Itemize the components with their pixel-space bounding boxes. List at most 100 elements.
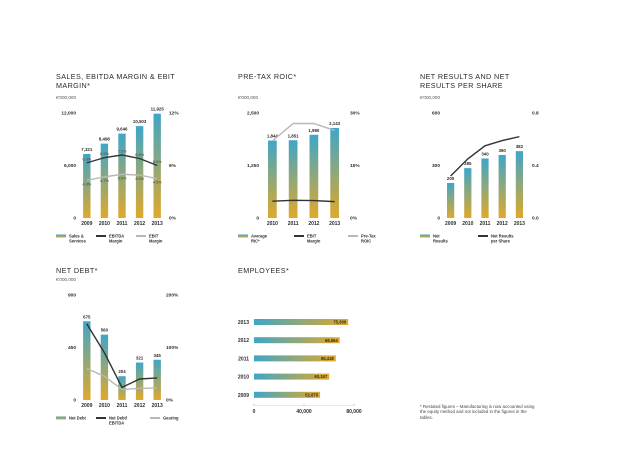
y2-tick-label: 6% [169, 163, 177, 169]
sales-chart: 0 6,000 12,000 0% 6% 12% 2009 2010 2011 2012 2013 7… [56, 107, 179, 243]
bar [288, 140, 298, 218]
y-tick-label: 1,250 [247, 163, 259, 169]
bar-value-label: 1,851 [288, 133, 300, 138]
bar-value-label: 1,844 [267, 134, 279, 139]
bar-value-label: 52,875 [305, 392, 318, 397]
series-line [86, 154, 158, 167]
y-tick-label: 2009 [238, 393, 249, 399]
bar-value-label: 9,646 [117, 127, 129, 132]
x-tick-label: 2011 [117, 403, 128, 409]
legend-swatch [56, 234, 66, 238]
y2-tick-label: 0.4 [532, 163, 539, 169]
x-tick-label: 2010 [267, 221, 278, 227]
employees-title: EMPLOYEES* [238, 266, 290, 275]
footnote: * Restated figures – Manufacturing is no… [420, 404, 535, 420]
y-tick-label: 2013 [238, 320, 249, 326]
bar [135, 126, 144, 218]
y-tick-label: 12,000 [61, 111, 76, 117]
bar [83, 153, 91, 218]
debt-unit: €'000,000 [56, 277, 77, 282]
x-tick-label: 2009 [81, 403, 92, 409]
y-tick-label: 450 [68, 345, 76, 351]
legend-label-cont: per Share [491, 238, 511, 243]
bar [464, 168, 472, 218]
x-tick-label: 2011 [117, 221, 128, 227]
bar-value-label: 382 [516, 144, 524, 149]
bar-value-label: 345 [154, 353, 162, 358]
legend-label-cont: Margin [109, 238, 123, 243]
legend-swatch [420, 234, 430, 238]
y2-tick-label: 0% [166, 398, 174, 404]
bar-value-label: 2,143 [329, 121, 341, 126]
x-tick-label: 2010 [462, 221, 473, 227]
series-line [86, 323, 158, 389]
bar [254, 337, 340, 344]
legend-swatch [478, 235, 488, 237]
legend-label-cont: Margin [149, 238, 163, 243]
bar-value-label: 7,321 [81, 147, 93, 152]
bar-value-label: 285 [464, 161, 472, 166]
sales-unit: €'000,000 [56, 95, 77, 100]
bar [100, 143, 109, 218]
legend-label: EBIT [149, 234, 159, 239]
y-tick-label: 0 [437, 216, 440, 222]
bar [481, 158, 489, 218]
results-unit: €'000,000 [420, 95, 441, 100]
x-tick-label: 2012 [134, 403, 145, 409]
line-value-label: 6.0% [153, 159, 162, 164]
line-value-label: 4.5% [153, 180, 162, 185]
bar [153, 113, 161, 218]
bar [268, 140, 277, 218]
roic-title: PRE-TAX ROIC* [238, 72, 297, 81]
line-value-label: 4.9% [135, 176, 144, 181]
legend-label: Pre-Tax [361, 234, 376, 239]
line-value-label: 4.3% [82, 181, 91, 186]
line-value-label: 6.8% [135, 152, 144, 157]
legend-label-cont: RIC* [251, 238, 260, 243]
results-chart: 0 300 600 0.0 0.4 0.8 2009 2010 2011 2012 2013 200 2… [420, 111, 539, 243]
line-value-label: 4.7% [100, 178, 109, 183]
y2-tick-label: 200% [166, 293, 179, 299]
y-tick-label: 6,000 [64, 163, 76, 169]
x-tick-label: 2010 [99, 403, 110, 409]
legend-swatch [238, 234, 248, 238]
bar-value-label: 75,300 [333, 320, 346, 325]
sales-title: SALES, EBITDA MARGIN & EBIT MARGIN* [56, 72, 175, 90]
x-tick-label: 2013 [152, 221, 163, 227]
bar [135, 362, 144, 400]
bar [309, 134, 319, 218]
y-tick-label: 300 [432, 163, 440, 169]
x-tick-label: 2011 [480, 221, 491, 227]
line-value-label: 6.9% [100, 151, 109, 156]
legend-label: EBITDA [109, 234, 124, 239]
bar [153, 359, 161, 400]
y2-tick-label: 0.8 [532, 111, 539, 117]
bar-value-label: 1,980 [308, 128, 320, 133]
y-tick-label: 2010 [238, 375, 249, 381]
legend-swatch [56, 416, 66, 420]
bar [446, 183, 455, 218]
bar [254, 355, 336, 362]
debt-title: NET DEBT* [56, 266, 98, 275]
y-tick-label: 0 [256, 216, 259, 222]
legend-swatch [348, 235, 358, 237]
x-tick-label: 2012 [134, 221, 145, 227]
y2-tick-label: 30% [350, 111, 360, 117]
x-tick-label: 2013 [152, 403, 163, 409]
legend-label: Net [433, 234, 440, 239]
y-tick-label: 0 [73, 398, 76, 404]
x-tick-label: 80,000 [346, 409, 362, 415]
bar-value-label: 204 [118, 369, 126, 374]
line-value-label: 7.2% [118, 149, 127, 154]
legend-label-cont: EBITDA [109, 420, 124, 425]
legend-label: Average [251, 234, 268, 239]
x-tick-label: 0 [253, 409, 256, 415]
legend-label: Net Debt [69, 416, 86, 421]
bar [515, 151, 524, 218]
legend-label-cont: Margin [307, 238, 321, 243]
x-tick-label: 40,000 [296, 409, 312, 415]
series-line [272, 199, 335, 203]
series-line [450, 135, 520, 177]
legend-swatch [96, 235, 106, 237]
legend-label-cont: ROIC [361, 238, 371, 243]
